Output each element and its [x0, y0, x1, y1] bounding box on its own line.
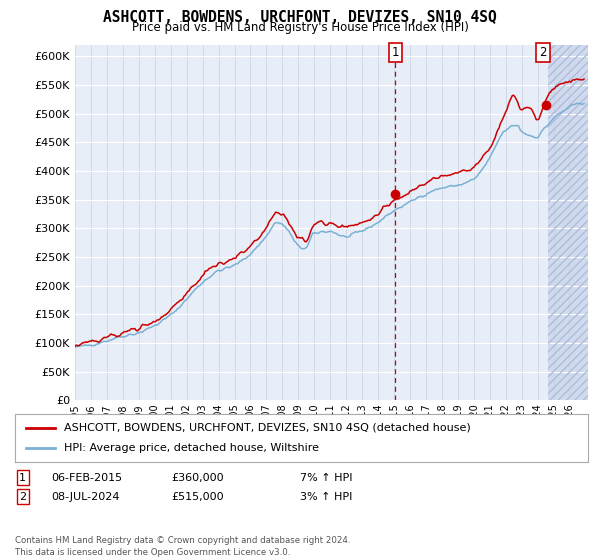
Text: Price paid vs. HM Land Registry's House Price Index (HPI): Price paid vs. HM Land Registry's House … — [131, 21, 469, 34]
Text: £515,000: £515,000 — [171, 492, 224, 502]
Text: 2: 2 — [19, 492, 26, 502]
Bar — [548, 45, 588, 400]
Text: 1: 1 — [19, 473, 26, 483]
Text: ASHCOTT, BOWDENS, URCHFONT, DEVIZES, SN10 4SQ: ASHCOTT, BOWDENS, URCHFONT, DEVIZES, SN1… — [103, 10, 497, 25]
Text: 1: 1 — [392, 46, 399, 59]
Text: 3% ↑ HPI: 3% ↑ HPI — [300, 492, 352, 502]
Text: ASHCOTT, BOWDENS, URCHFONT, DEVIZES, SN10 4SQ (detached house): ASHCOTT, BOWDENS, URCHFONT, DEVIZES, SN1… — [64, 423, 470, 433]
Text: HPI: Average price, detached house, Wiltshire: HPI: Average price, detached house, Wilt… — [64, 443, 319, 452]
Text: 08-JUL-2024: 08-JUL-2024 — [51, 492, 119, 502]
Bar — [548, 45, 588, 400]
Text: £360,000: £360,000 — [171, 473, 224, 483]
Text: Contains HM Land Registry data © Crown copyright and database right 2024.
This d: Contains HM Land Registry data © Crown c… — [15, 536, 350, 557]
Text: 7% ↑ HPI: 7% ↑ HPI — [300, 473, 353, 483]
Text: 2: 2 — [539, 46, 547, 59]
Text: 06-FEB-2015: 06-FEB-2015 — [51, 473, 122, 483]
